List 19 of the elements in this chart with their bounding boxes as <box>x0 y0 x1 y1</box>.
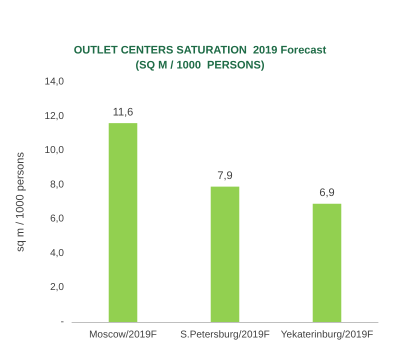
y-tick-label: 14,0 <box>44 76 64 88</box>
data-label: 11,6 <box>112 106 134 119</box>
y-tick-label: 8,0 <box>50 179 64 190</box>
y-axis-title: sq m / 1000 persons <box>14 152 26 252</box>
bar <box>312 204 342 322</box>
data-label: 6,9 <box>319 187 335 200</box>
chart-title: OUTLET CENTERS SATURATION 2019 Forecast (SQ M / 1000 PERSONS) <box>74 44 327 72</box>
y-tick-label: 6,0 <box>50 214 64 225</box>
y-tick-label: 4,0 <box>50 248 64 259</box>
bar <box>210 186 240 322</box>
y-tick-label: 10,0 <box>44 145 64 156</box>
x-tick-label: Yekaterinburg/2019F <box>280 330 374 340</box>
data-label: 7,9 <box>217 170 233 182</box>
y-tick-label: - <box>60 316 64 328</box>
y-tick-label: 2,0 <box>50 282 64 294</box>
y-tick-label: 12,0 <box>44 110 64 122</box>
x-tick-label: Moscow/2019F <box>89 330 157 340</box>
x-tick-label: S.Petersburg/2019F <box>180 330 270 340</box>
bar <box>108 123 138 322</box>
